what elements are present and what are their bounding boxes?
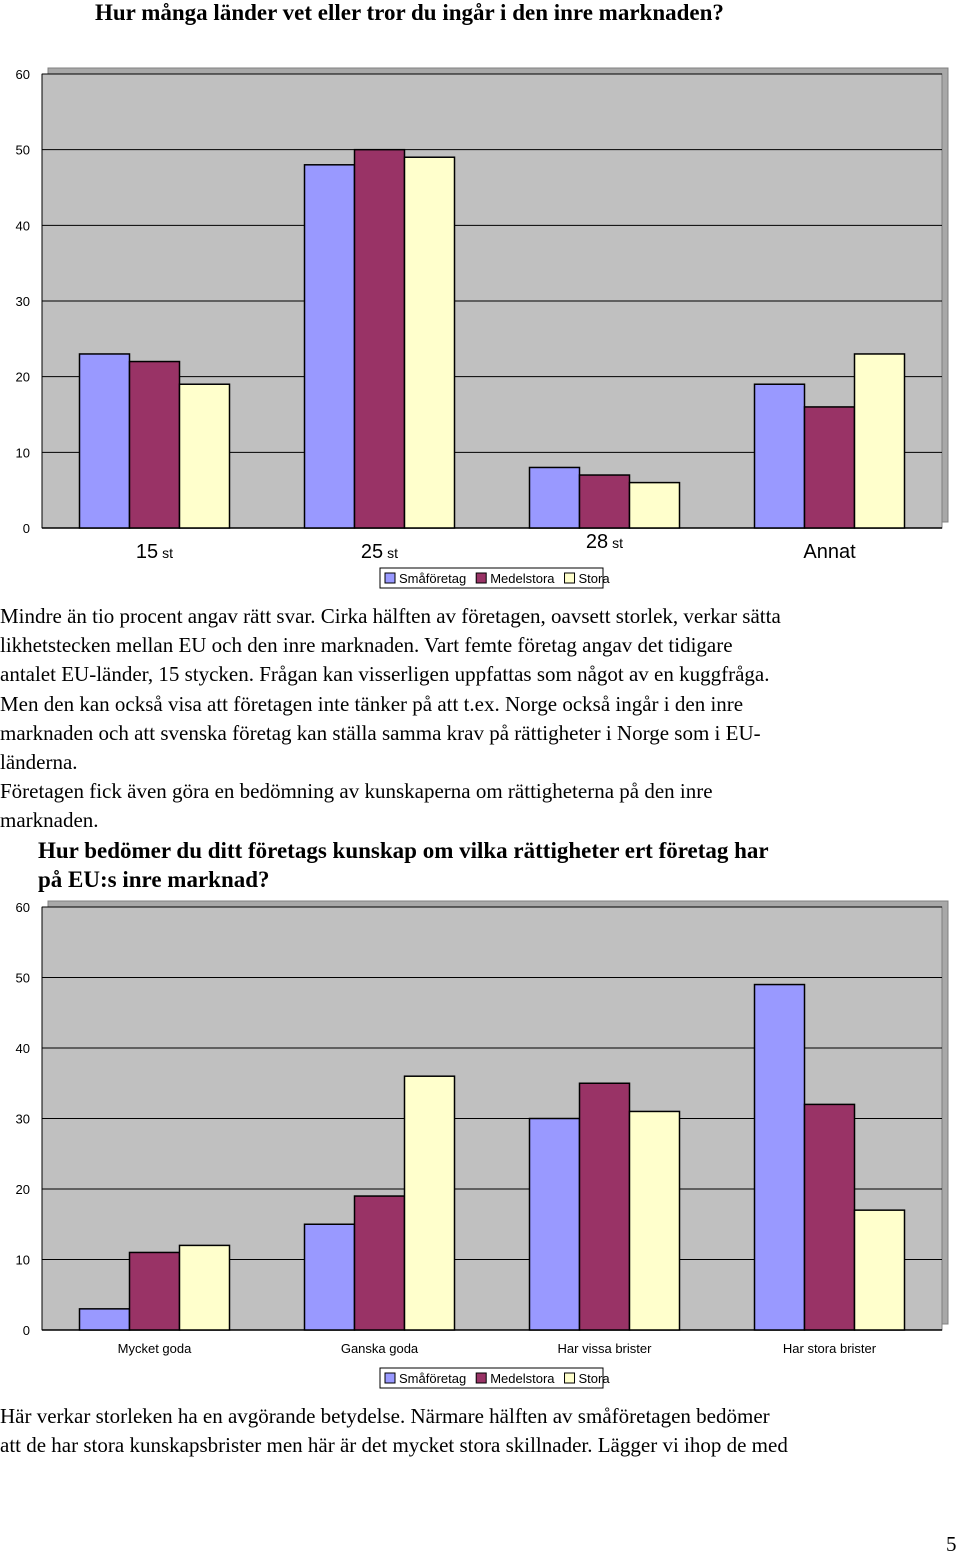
bar-stora [853,353,906,529]
bar-småföretag [753,983,806,1331]
legend-swatch [564,1372,576,1384]
paragraph-1-line: likhetstecken mellan EU och den inre mar… [0,633,733,658]
y-tick-label: 0 [23,521,30,536]
bar-medelstora [578,1082,631,1331]
bar-medelstora [353,148,406,529]
legend-label: Småföretag [399,1371,466,1386]
legend-box [379,1367,604,1389]
paragraph-1-line: Mindre än tio procent angav rätt svar. C… [0,604,781,628]
legend-label: Stora [579,571,611,586]
paragraph-1-line: Men den kan också visa att företagen int… [0,691,744,716]
paragraph-1: Mindre än tio procent angav rätt svar. C… [0,602,960,836]
x-tick-label-main: 15 [136,541,158,563]
paragraph-1-line: marknaden och att svenska företag kan st… [0,720,761,745]
x-tick-label-main: 25 [361,541,383,563]
x-tick-label: Har vissa brister [558,1341,653,1356]
y-tick-label: 30 [16,1112,30,1127]
y-tick-label: 60 [16,67,30,82]
legend-label: Medelstora [490,1371,555,1386]
x-tick-label: Ganska goda [341,1341,419,1356]
x-tick-label: Har stora brister [783,1341,877,1356]
paragraph-3: Här verkar storleken ha en avgörande bet… [0,1402,788,1460]
legend-label: Medelstora [490,571,555,586]
bar-småföretag [303,164,356,529]
question-heading-2-line: på EU:s inre marknad? [38,867,270,892]
x-tick-label-main: Annat [803,541,856,563]
bar-stora [628,481,681,529]
bar-stora [403,156,456,529]
x-tick-label-unit: st [162,545,173,561]
chart-2: 0 10 20 30 40 50 60 Mycket goda Ganska goda Har v… [0,895,960,1395]
bar-medelstora [128,360,181,529]
bar-stora [178,383,231,529]
bar-småföretag [78,1308,131,1331]
question-heading-2-line: Hur bedömer du ditt företags kunskap om … [38,838,769,863]
bar-småföretag [78,353,131,529]
legend-label: Småföretag [399,571,466,586]
paragraph-2-line: marknaden. [0,808,99,833]
y-tick-label: 20 [16,1182,30,1197]
bar-medelstora [128,1251,181,1331]
bar-medelstora [353,1195,406,1331]
legend-box [379,567,604,589]
x-tick-label-unit: st [387,545,398,561]
legend-label: Stora [579,1371,611,1386]
legend-swatch [384,1372,396,1384]
page-number: 5 [946,1532,957,1556]
bar-småföretag [303,1223,356,1331]
question-heading-1: Hur många länder vet eller tror du ingår… [95,0,724,25]
y-tick-label: 30 [16,294,30,309]
bar-medelstora [803,1103,856,1331]
y-tick-label: 60 [16,900,30,915]
y-tick-label: 10 [16,1253,30,1268]
chart-2-svg: 0 10 20 30 40 50 60 Mycket goda Ganska goda Har v… [16,900,949,1389]
bar-småföretag [528,466,581,529]
y-tick-label: 50 [16,143,30,158]
y-tick-label: 0 [23,1323,30,1338]
y-tick-label: 20 [16,370,30,385]
bar-småföretag [753,383,806,529]
bar-stora [178,1244,231,1331]
bar-stora [403,1075,456,1331]
bar-medelstora [578,474,631,529]
question-heading-2: Hur bedömer du ditt företags kunskap om … [38,836,918,894]
bar-stora [628,1110,681,1331]
legend-swatch [564,572,576,584]
paragraph-2-line: Företagen fick även göra en bedömning av… [0,779,713,804]
bar-stora [853,1209,906,1331]
x-tick-label-main: 28 [586,531,608,553]
x-tick-label: Mycket goda [118,1341,192,1356]
x-tick-label-unit: st [612,535,623,551]
legend-swatch [475,1372,487,1384]
y-tick-label: 50 [16,971,30,986]
bar-småföretag [528,1117,581,1331]
y-tick-label: 40 [16,218,30,233]
x-tick-label: Annat [803,541,856,563]
paragraph-3-line: att de har stora kunskapsbrister men här… [0,1433,788,1457]
legend-swatch [475,572,487,584]
y-tick-label: 40 [16,1041,30,1056]
paragraph-1-line: länderna. [0,750,78,775]
y-tick-label: 10 [16,445,30,460]
paragraph-3-line: Här verkar storleken ha en avgörande bet… [0,1404,770,1428]
legend-swatch [384,572,396,584]
paragraph-1-line: antalet EU-länder, 15 stycken. Frågan ka… [0,662,770,687]
bar-medelstora [803,406,856,529]
